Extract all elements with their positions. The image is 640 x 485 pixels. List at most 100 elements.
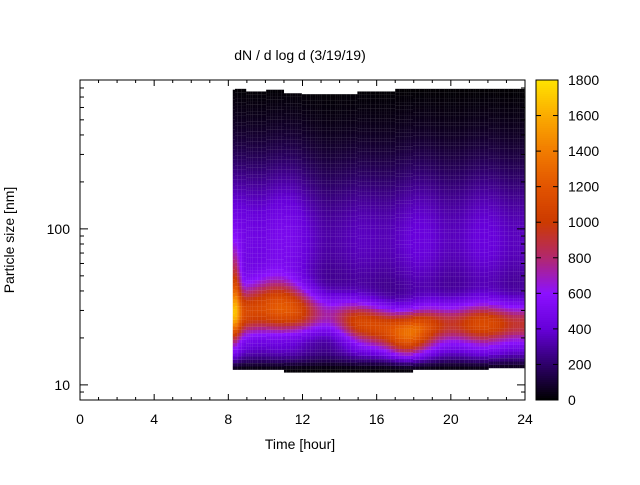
heatmap-cell bbox=[339, 276, 342, 280]
heatmap-cell bbox=[335, 140, 338, 144]
heatmap-cell bbox=[346, 143, 349, 148]
heatmap-cell bbox=[344, 329, 347, 333]
heatmap-cell bbox=[268, 313, 271, 317]
heatmap-cell bbox=[268, 226, 271, 230]
heatmap-cell bbox=[261, 349, 265, 354]
heatmap-cell bbox=[326, 223, 329, 227]
heatmap-cell bbox=[237, 225, 240, 230]
heatmap-cell bbox=[292, 96, 296, 100]
heatmap-cell bbox=[290, 116, 293, 120]
heatmap-cell bbox=[263, 154, 267, 158]
heatmap-cell bbox=[257, 91, 260, 95]
heatmap-cell bbox=[243, 128, 247, 133]
heatmap-cell bbox=[315, 173, 318, 178]
heatmap-cell bbox=[246, 164, 249, 168]
heatmap-cell bbox=[270, 316, 273, 320]
heatmap-cell bbox=[243, 279, 247, 283]
heatmap-cell bbox=[268, 103, 271, 107]
heatmap-cell bbox=[248, 333, 251, 337]
heatmap-cell bbox=[324, 283, 327, 287]
heatmap-cell bbox=[355, 97, 358, 101]
heatmap-cell bbox=[332, 239, 336, 244]
heatmap-cell bbox=[232, 206, 236, 210]
heatmap-cell bbox=[248, 260, 251, 264]
heatmap-cell bbox=[308, 140, 311, 144]
heatmap-cell bbox=[341, 223, 345, 227]
heatmap-cell bbox=[328, 163, 331, 168]
heatmap-cell bbox=[352, 133, 356, 138]
heatmap-cell bbox=[243, 215, 247, 220]
heatmap-cell bbox=[243, 322, 247, 327]
heatmap-cell bbox=[361, 342, 365, 346]
heatmap-cell bbox=[235, 142, 238, 146]
heatmap-cell bbox=[250, 177, 253, 181]
heatmap-cell bbox=[270, 113, 273, 117]
heatmap-cell bbox=[312, 110, 316, 115]
heatmap-cell bbox=[326, 100, 329, 105]
heatmap-cell bbox=[303, 127, 307, 131]
heatmap-cell bbox=[348, 140, 351, 144]
heatmap-cell bbox=[306, 283, 309, 287]
heatmap-cell bbox=[308, 233, 311, 237]
heatmap-cell bbox=[275, 169, 278, 174]
heatmap-cell bbox=[337, 369, 340, 373]
heatmap-cell bbox=[241, 246, 244, 250]
heatmap-cell bbox=[306, 263, 309, 267]
heatmap-cell bbox=[275, 206, 278, 210]
heatmap-cell bbox=[272, 146, 276, 150]
heatmap-cell bbox=[286, 306, 289, 310]
heatmap-cell bbox=[301, 230, 305, 234]
heatmap-cell bbox=[263, 141, 267, 145]
heatmap-cell bbox=[317, 239, 320, 244]
heatmap-cell bbox=[241, 139, 244, 143]
heatmap-cell bbox=[341, 283, 345, 287]
heatmap-cell bbox=[257, 300, 260, 304]
heatmap-cell bbox=[317, 279, 320, 284]
heatmap-cell bbox=[246, 240, 249, 244]
heatmap-cell bbox=[299, 209, 302, 214]
heatmap-cell bbox=[283, 143, 287, 147]
heatmap-cell bbox=[326, 329, 329, 333]
heatmap-cell bbox=[295, 232, 298, 237]
heatmap-cell bbox=[268, 236, 271, 240]
heatmap-cell bbox=[328, 186, 331, 191]
heatmap-cell bbox=[346, 346, 349, 350]
heatmap-cell bbox=[332, 186, 336, 191]
heatmap-cell bbox=[257, 197, 260, 201]
heatmap-cell bbox=[364, 325, 367, 330]
heatmap-cell bbox=[344, 326, 347, 330]
heatmap-cell bbox=[270, 326, 273, 330]
heatmap-cell bbox=[281, 89, 285, 94]
heatmap-cell bbox=[346, 342, 349, 347]
heatmap-cell bbox=[348, 143, 351, 148]
heatmap-cell bbox=[321, 329, 325, 333]
heatmap-cell bbox=[355, 306, 358, 310]
heatmap-cell bbox=[275, 259, 278, 264]
heatmap-cell bbox=[359, 138, 362, 142]
heatmap-cell bbox=[359, 111, 362, 115]
heatmap-cell bbox=[303, 230, 307, 234]
heatmap-cell bbox=[268, 333, 271, 337]
heatmap-cell bbox=[255, 303, 258, 307]
heatmap-cell bbox=[281, 349, 285, 354]
heatmap-cell bbox=[272, 186, 276, 190]
heatmap-cell bbox=[239, 276, 242, 280]
heatmap-cell bbox=[277, 313, 280, 317]
heatmap-cell bbox=[348, 316, 351, 320]
heatmap-cell bbox=[332, 259, 336, 264]
heatmap-cell bbox=[341, 206, 345, 211]
heatmap-cell bbox=[235, 309, 238, 313]
heatmap-cell bbox=[250, 217, 253, 221]
heatmap-cell bbox=[261, 121, 265, 125]
heatmap-cell bbox=[286, 249, 289, 253]
heatmap-cell bbox=[295, 146, 298, 150]
heatmap-cell bbox=[266, 153, 269, 157]
heatmap-cell bbox=[364, 242, 367, 246]
heatmap-cell bbox=[295, 126, 298, 130]
heatmap-cell bbox=[248, 323, 251, 327]
heatmap-cell bbox=[243, 249, 247, 253]
heatmap-cell bbox=[235, 112, 238, 116]
heatmap-cell bbox=[279, 193, 282, 197]
heatmap-cell bbox=[257, 170, 260, 175]
heatmap-cell bbox=[303, 332, 307, 337]
